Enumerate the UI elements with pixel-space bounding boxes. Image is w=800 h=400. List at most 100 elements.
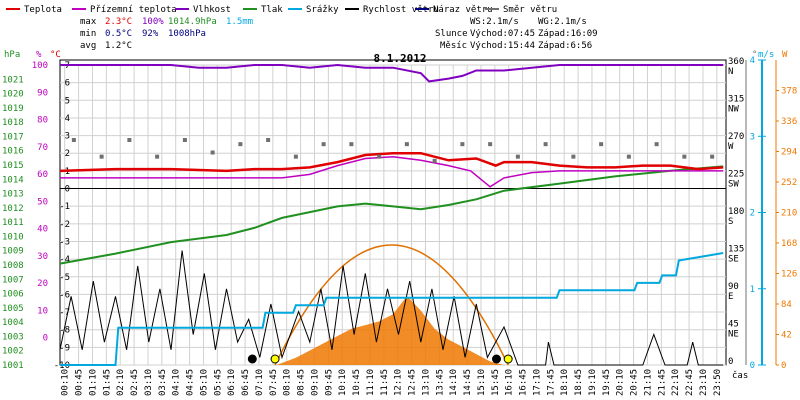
legend-label: Vlhkost [193,5,231,15]
pressure-tick-label: 1004 [2,318,24,328]
dir-tick-name: N [728,67,733,77]
x-tick-label: 13:45 [435,369,445,396]
temperature-tick-label: 3 [65,132,70,142]
dir-unit: ° [752,50,757,60]
wind-dir-point [182,138,187,142]
moon-set: Západ:6:56 [538,41,592,51]
series-rain [60,252,724,366]
x-tick-label: 02:45 [130,369,140,396]
wind-dir-point [155,154,160,159]
temperature-tick-label: -1 [59,202,70,212]
wind-dir-point [460,142,465,147]
pressure-tick-label: 1019 [2,104,24,114]
rad-tick-label: 252 [781,178,797,188]
humidity-tick-label: 100 [32,61,48,71]
dir-tick-name: SE [728,255,739,265]
speed-tick-label: 1 [750,285,755,295]
series-layer [59,63,724,366]
moon-label: Měsíc [440,41,467,51]
pressure-tick-label: 1016 [2,147,24,157]
humidity-tick-label: 30 [37,252,48,262]
pressure-tick-label: 1002 [2,347,24,357]
x-tick-label: 18:10 [560,369,570,396]
humidity-tick-label: 60 [37,170,48,180]
pressure-tick-label: 1018 [2,118,24,128]
x-tick-label: 23:10 [699,369,709,396]
stats-max-press: 1014.9hPa [168,17,217,27]
stats-min-press: 1008hPa [168,29,206,39]
legend-label: Srážky [306,5,339,15]
wind-dir-point [626,154,631,159]
speed-tick-label: 0 [750,361,755,371]
temp-unit: °C [50,50,61,60]
series-temperature [59,151,724,173]
plot-area [59,59,727,366]
humidity-tick-label: 90 [37,88,48,98]
speed-tick-label: 4 [750,56,755,66]
temperature-tick-label: -7 [59,308,70,318]
x-tick-label: 12:10 [394,369,404,396]
x-tick-label: 17:45 [546,369,556,396]
x-tick-label: 22:10 [671,369,681,396]
wind-dir-point [127,138,132,142]
stats-max-rain: 1.5mm [226,17,253,27]
temperature-tick-label: 5 [65,96,70,106]
x-tick-label: 09:10 [310,369,320,396]
x-tick-label: 07:10 [255,369,265,396]
x-tick-label: 08:45 [297,369,307,396]
stats-avg-label: avg [80,41,96,51]
dir-tick-deg: 90 [728,282,739,292]
pressure-tick-label: 1001 [2,361,24,371]
moon-rise: Východ:15:44 [470,41,535,51]
temperature-tick-label: 2 [65,149,70,159]
wind-dir-point [99,154,104,159]
dir-tick-deg: 270 [728,132,744,142]
pressure-tick-label: 1012 [2,204,24,214]
dir-tick-name: W [728,142,734,152]
x-tick-label: 19:45 [602,369,612,396]
pressure-tick-label: 1021 [2,75,24,85]
wind-dir-point [266,138,271,142]
sunrise-marker [270,354,280,364]
rad-tick-label: 378 [781,87,797,97]
x-tick-label: 09:45 [324,369,334,396]
stats-min-temp: 0.5°C [105,29,132,39]
x-tick-label: 21:45 [657,369,667,396]
wind-dir-point [293,154,298,159]
sun-elevation-curve [274,244,509,366]
pressure-tick-label: 1010 [2,232,24,242]
temperature-tick-label: -5 [59,273,70,283]
temperature-tick-label: -6 [59,290,70,300]
x-tick-label: 22:45 [685,369,695,396]
speed-unit: m/s [758,50,774,60]
x-tick-label: 04:10 [172,369,182,396]
pressure-tick-label: 1014 [2,175,24,185]
moonset-marker [247,354,257,364]
wind-dir-point [377,154,382,159]
stats-avg-temp: 1.2°C [105,41,132,51]
wind-sun-info: WS:2.1m/s WG:2.1m/s Slunce Východ:07:45 … [435,17,598,51]
humidity-tick-label: 80 [37,116,48,126]
rad-tick-label: 84 [781,300,792,310]
x-tick-label: 19:10 [588,369,598,396]
dir-tick-deg: 180 [728,207,744,217]
pressure-tick-label: 1003 [2,332,24,342]
stats-max-hum: 100% [142,17,164,27]
wind-dir-point [654,142,659,147]
series-pressure [59,165,724,265]
stats-max-temp: 2.3°C [105,17,132,27]
x-tick-label: 20:45 [630,369,640,396]
rad-tick-label: 294 [781,148,797,158]
legend-label: Přízemní teplota [90,5,177,15]
rad-tick-label: 210 [781,209,797,219]
x-tick-label: 14:10 [449,369,459,396]
pressure-tick-label: 1015 [2,161,24,171]
x-tick-label: 14:45 [463,369,473,396]
stats-min-hum: 92% [142,29,159,39]
pressure-tick-label: 1011 [2,218,24,228]
sun-set: Západ:16:09 [538,29,598,39]
legend-label: Rychlost větru [363,5,439,15]
wind-dir-point [710,154,715,159]
humidity-tick-label: 50 [37,197,48,207]
speed-tick-label: 3 [750,132,755,142]
